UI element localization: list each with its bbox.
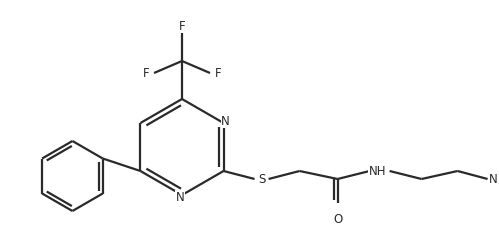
Text: F: F	[215, 67, 222, 80]
Text: F: F	[179, 19, 185, 32]
Text: S: S	[258, 173, 265, 186]
Text: N: N	[489, 173, 498, 186]
Text: NH: NH	[369, 165, 386, 178]
Text: N: N	[221, 115, 230, 128]
Text: F: F	[143, 67, 149, 80]
Text: N: N	[176, 191, 184, 204]
Text: O: O	[333, 213, 342, 225]
